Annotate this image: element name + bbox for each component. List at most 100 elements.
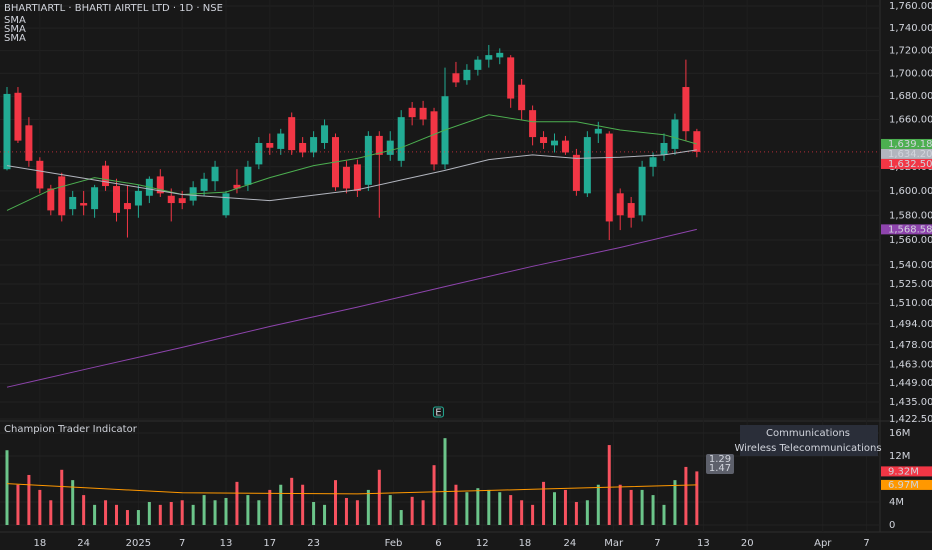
volume-bar bbox=[27, 474, 31, 525]
volume-bar bbox=[487, 489, 491, 525]
candle-body bbox=[408, 107, 416, 118]
candle-body bbox=[134, 190, 142, 206]
volume-bar bbox=[520, 500, 524, 525]
volume-bar bbox=[607, 445, 611, 525]
volume-bar bbox=[334, 480, 337, 525]
candle-body bbox=[397, 117, 405, 161]
y-tick-label: 1,740.00 bbox=[889, 23, 932, 34]
candle-body bbox=[551, 140, 558, 146]
candle-body bbox=[430, 111, 438, 165]
candle-body bbox=[25, 125, 33, 161]
readings-box bbox=[706, 454, 734, 474]
x-tick-label: 23 bbox=[307, 538, 320, 549]
candle-body bbox=[342, 166, 350, 189]
y-tick-label: 1,700.00 bbox=[889, 68, 932, 79]
volume-bar bbox=[344, 497, 348, 525]
candle-body bbox=[605, 133, 613, 222]
x-tick-label: 24 bbox=[77, 538, 90, 549]
sector-box bbox=[740, 425, 878, 456]
sma-line bbox=[6, 114, 697, 211]
volume-bar bbox=[93, 504, 97, 525]
candle-body bbox=[660, 142, 668, 155]
volume-bar bbox=[629, 489, 633, 525]
volume-bar bbox=[257, 500, 261, 525]
candle-body bbox=[594, 128, 602, 134]
candle-body bbox=[211, 166, 219, 182]
y-tick-label: 4M bbox=[889, 497, 904, 508]
volume-bar bbox=[553, 492, 556, 525]
candle-body bbox=[3, 93, 11, 170]
volume-bar bbox=[213, 500, 217, 525]
candle-body bbox=[255, 142, 263, 165]
candle-body bbox=[58, 176, 66, 216]
average-label-box bbox=[881, 479, 932, 490]
x-tick-label: Feb bbox=[385, 538, 403, 549]
y-tick-label: 1,463.00 bbox=[889, 360, 932, 371]
x-tick-label: 7 bbox=[654, 538, 660, 549]
y-tick-label: 1,760.00 bbox=[889, 1, 932, 12]
reading: 1.47 bbox=[709, 463, 731, 474]
candle-body bbox=[102, 165, 110, 187]
volume-bar bbox=[147, 501, 151, 525]
candle-body bbox=[91, 187, 99, 210]
volume-bar bbox=[509, 495, 513, 525]
volume-bar bbox=[585, 500, 589, 525]
y-tick-label: 1,478.00 bbox=[889, 340, 932, 351]
candle-body bbox=[200, 178, 208, 191]
volume-bar bbox=[5, 450, 9, 525]
y-tick-label: 1,660.00 bbox=[889, 114, 932, 125]
candle-body bbox=[244, 166, 252, 185]
candle-body bbox=[364, 135, 372, 185]
candle-body bbox=[452, 73, 460, 83]
volume-bar bbox=[158, 504, 162, 525]
candle-body bbox=[353, 164, 361, 191]
volume-bar bbox=[421, 500, 425, 525]
volume-bar bbox=[191, 504, 195, 525]
volume-bar bbox=[355, 500, 359, 525]
x-tick-label: 20 bbox=[741, 538, 754, 549]
candle-body bbox=[463, 69, 471, 81]
candle-body bbox=[123, 203, 131, 210]
volume-bar bbox=[399, 510, 403, 525]
volume-bar bbox=[596, 484, 600, 525]
price-label-box bbox=[881, 138, 932, 149]
candle-body bbox=[616, 193, 624, 216]
volume-bar bbox=[235, 481, 239, 525]
y-tick-label: 1,525.00 bbox=[889, 279, 932, 290]
candle-body bbox=[693, 131, 701, 152]
y-tick-label: 1,580.00 bbox=[889, 210, 932, 221]
volume-bar bbox=[323, 504, 327, 525]
candle-body bbox=[178, 198, 186, 204]
candle-body bbox=[167, 195, 175, 204]
x-tick-label: 12 bbox=[476, 538, 489, 549]
y-tick-label: 1,680.00 bbox=[889, 91, 932, 102]
volume-bar bbox=[71, 480, 75, 525]
x-tick-label: 2025 bbox=[126, 538, 151, 549]
volume-bar bbox=[618, 484, 622, 525]
candle-body bbox=[288, 117, 296, 151]
x-tick-label: Mar bbox=[604, 538, 624, 549]
candle-body bbox=[156, 176, 164, 194]
volume-bar bbox=[377, 469, 381, 525]
volume-bar bbox=[476, 488, 480, 525]
volume-bar bbox=[695, 471, 699, 525]
volume-bar bbox=[104, 500, 108, 525]
volume-bar bbox=[169, 501, 173, 525]
volume-bar bbox=[574, 501, 578, 525]
volume-label: 9.32M bbox=[888, 466, 919, 477]
price-label-box bbox=[881, 224, 932, 235]
legend-entry: SMA bbox=[4, 24, 26, 35]
x-tick-label: 7 bbox=[179, 538, 185, 549]
volume-bar bbox=[38, 489, 42, 525]
legend-entry: SMA bbox=[4, 33, 26, 44]
volume-bar bbox=[388, 495, 392, 525]
volume-bar bbox=[49, 500, 53, 525]
volume-label-box bbox=[881, 466, 932, 477]
candle-body bbox=[529, 110, 537, 138]
volume-bar bbox=[115, 504, 118, 525]
volume-bar bbox=[640, 489, 644, 525]
industry: Wireless Telecommunications bbox=[734, 443, 881, 454]
volume-bar bbox=[312, 501, 316, 525]
candle-body bbox=[386, 140, 394, 155]
